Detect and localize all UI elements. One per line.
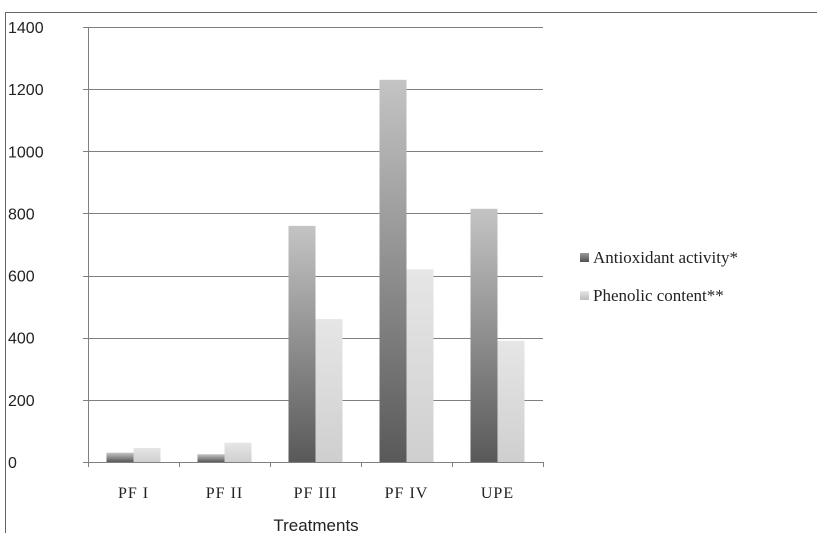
bar-phenolic-0 (133, 448, 161, 462)
y-tick-label: 600 (8, 269, 35, 286)
bar-antioxidant-4 (470, 208, 498, 462)
bar-phenolic-3 (406, 269, 434, 462)
x-tick-label: PF IV (385, 485, 429, 502)
y-tick-labels: 0 200 400 600 800 1000 1200 1400 (8, 20, 44, 472)
y-tick-label: 1400 (8, 20, 44, 37)
bar-phenolic-2 (315, 319, 343, 462)
legend-label-phenolic: Phenolic content** (593, 286, 724, 305)
bar-antioxidant-2 (288, 225, 316, 462)
bar-phenolic-1 (224, 442, 252, 462)
bar-phenolic-4 (497, 340, 525, 462)
y-tick-label: 1200 (8, 82, 44, 99)
y-tick-label: 0 (8, 455, 17, 472)
bar-antioxidant-3 (379, 79, 407, 463)
bars (106, 79, 525, 463)
x-axis-title: Treatments (273, 516, 358, 533)
bar-antioxidant-1 (197, 454, 225, 462)
bar-antioxidant-0 (106, 452, 134, 462)
x-tick-label: PF I (118, 485, 149, 502)
legend-label-antioxidant: Antioxidant activity* (593, 248, 738, 267)
legend: Antioxidant activity* Phenolic content** (580, 248, 738, 305)
x-tick-labels: PF I PF II PF III PF IV UPE (118, 485, 514, 502)
x-tick-label: PF III (294, 485, 338, 502)
x-tick-label: PF II (206, 485, 243, 502)
legend-swatch-antioxidant (580, 253, 589, 262)
y-tick-label: 400 (8, 331, 35, 348)
legend-swatch-phenolic (580, 291, 589, 300)
y-tick-label: 200 (8, 393, 35, 410)
y-tick-label: 800 (8, 206, 35, 223)
x-tick-label: UPE (481, 485, 514, 502)
y-tick-label: 1000 (8, 144, 44, 161)
axes (83, 27, 544, 467)
